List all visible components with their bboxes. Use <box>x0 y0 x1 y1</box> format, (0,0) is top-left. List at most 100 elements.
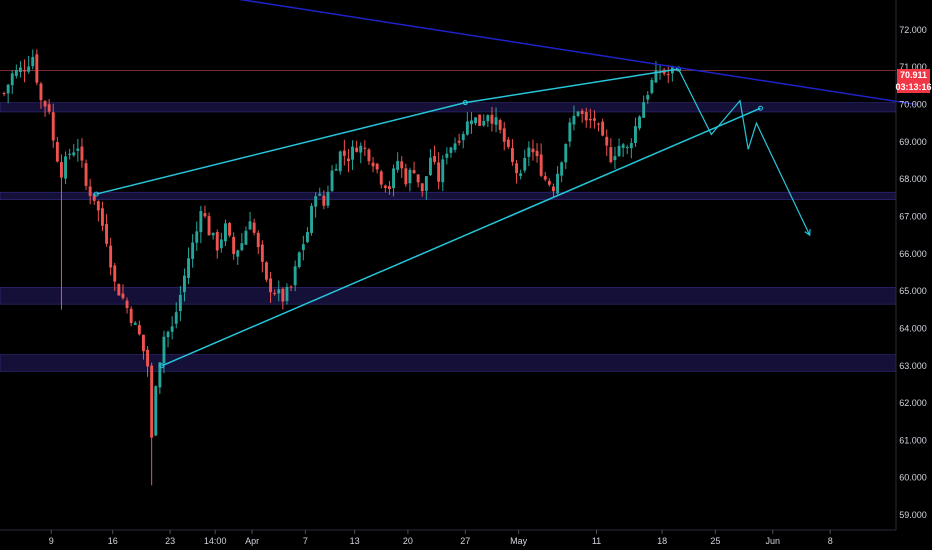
x-tick-label: 25 <box>710 536 720 546</box>
candle <box>519 169 523 180</box>
candle <box>523 149 527 173</box>
candle <box>203 205 207 219</box>
candle <box>351 140 354 170</box>
candle <box>51 103 55 148</box>
candle <box>429 149 432 176</box>
candle <box>158 362 162 395</box>
candle <box>334 163 338 171</box>
candle <box>76 138 80 162</box>
candle <box>392 164 395 197</box>
candle <box>84 159 88 190</box>
candle <box>441 155 445 192</box>
x-tick-label: 27 <box>460 536 470 546</box>
y-tick-label: 65.000 <box>899 286 927 296</box>
candle <box>457 133 461 146</box>
candle <box>150 362 154 486</box>
candle <box>547 178 551 187</box>
candle <box>638 115 641 131</box>
y-tick-label: 72.000 <box>899 25 927 35</box>
candle <box>498 118 502 134</box>
candle <box>68 148 72 160</box>
candle <box>412 161 416 174</box>
y-tick-label: 59.000 <box>899 510 927 520</box>
candle <box>154 385 158 437</box>
candle <box>490 106 494 132</box>
trendline-handle[interactable] <box>159 363 165 369</box>
y-tick-label: 71.000 <box>899 62 927 72</box>
candlestick-series <box>2 49 674 486</box>
candle <box>142 334 145 360</box>
projection-path[interactable] <box>677 68 811 237</box>
candle <box>306 227 309 244</box>
candle <box>105 214 108 247</box>
trendline-0[interactable] <box>96 101 466 195</box>
zone-3[interactable] <box>0 354 897 372</box>
candle <box>215 229 219 259</box>
candle <box>318 187 322 197</box>
x-tick-label: 16 <box>108 536 118 546</box>
candle <box>593 110 596 129</box>
zone-1[interactable] <box>0 191 897 200</box>
current-price-value: 70.911 <box>900 70 927 80</box>
candle <box>453 137 457 153</box>
candle <box>64 151 67 185</box>
candle <box>552 183 555 197</box>
candle <box>461 131 465 149</box>
trendline-handle[interactable] <box>758 105 763 111</box>
zone-2[interactable] <box>0 287 897 305</box>
candle <box>388 181 391 195</box>
candle <box>301 235 305 261</box>
candle <box>19 61 22 78</box>
trendline-1[interactable] <box>465 68 679 104</box>
candle <box>240 233 244 252</box>
candle <box>482 114 486 127</box>
candle <box>588 108 592 129</box>
candle <box>14 64 18 79</box>
projection-line[interactable] <box>677 68 811 236</box>
price-axis[interactable]: 72.000 71.000 70.000 69.000 68.000 67.000 66.0… <box>895 0 927 530</box>
candle <box>248 211 252 230</box>
time-axis[interactable]: 9 16 23 14:00 Apr 7 13 20 27 May 11 18 25 Jun 8 <box>0 529 896 546</box>
candle <box>375 162 379 174</box>
candle <box>597 122 600 132</box>
trendline-handle[interactable] <box>93 191 99 197</box>
candle <box>359 142 363 164</box>
current-price-box <box>897 69 930 81</box>
trendlines[interactable] <box>93 0 917 369</box>
candle <box>133 320 137 325</box>
candle <box>470 112 473 134</box>
candle <box>634 117 637 147</box>
candle <box>511 139 514 166</box>
candle <box>43 100 47 117</box>
candle <box>474 117 477 126</box>
candle <box>629 138 633 159</box>
candle <box>174 302 178 329</box>
candle <box>383 184 387 193</box>
trendline-handle[interactable] <box>462 100 468 106</box>
candle <box>101 201 104 232</box>
candle <box>338 150 342 175</box>
candle <box>72 144 76 157</box>
candle <box>465 112 469 136</box>
candle <box>281 287 285 310</box>
candle <box>539 143 543 178</box>
candle <box>605 129 609 156</box>
candle <box>6 83 10 104</box>
candle <box>232 232 236 260</box>
candle <box>109 237 113 276</box>
x-tick-label: 13 <box>350 536 360 546</box>
candle <box>265 261 268 283</box>
candle <box>289 285 293 292</box>
candle <box>2 91 6 97</box>
candle <box>80 138 84 168</box>
candle <box>23 59 26 83</box>
candle <box>621 142 625 157</box>
candle <box>129 306 133 327</box>
trendline-3[interactable] <box>219 0 917 106</box>
x-tick-label: Jun <box>766 536 781 546</box>
candle <box>125 297 129 314</box>
candle <box>646 91 650 105</box>
trendline-2[interactable] <box>161 107 761 367</box>
